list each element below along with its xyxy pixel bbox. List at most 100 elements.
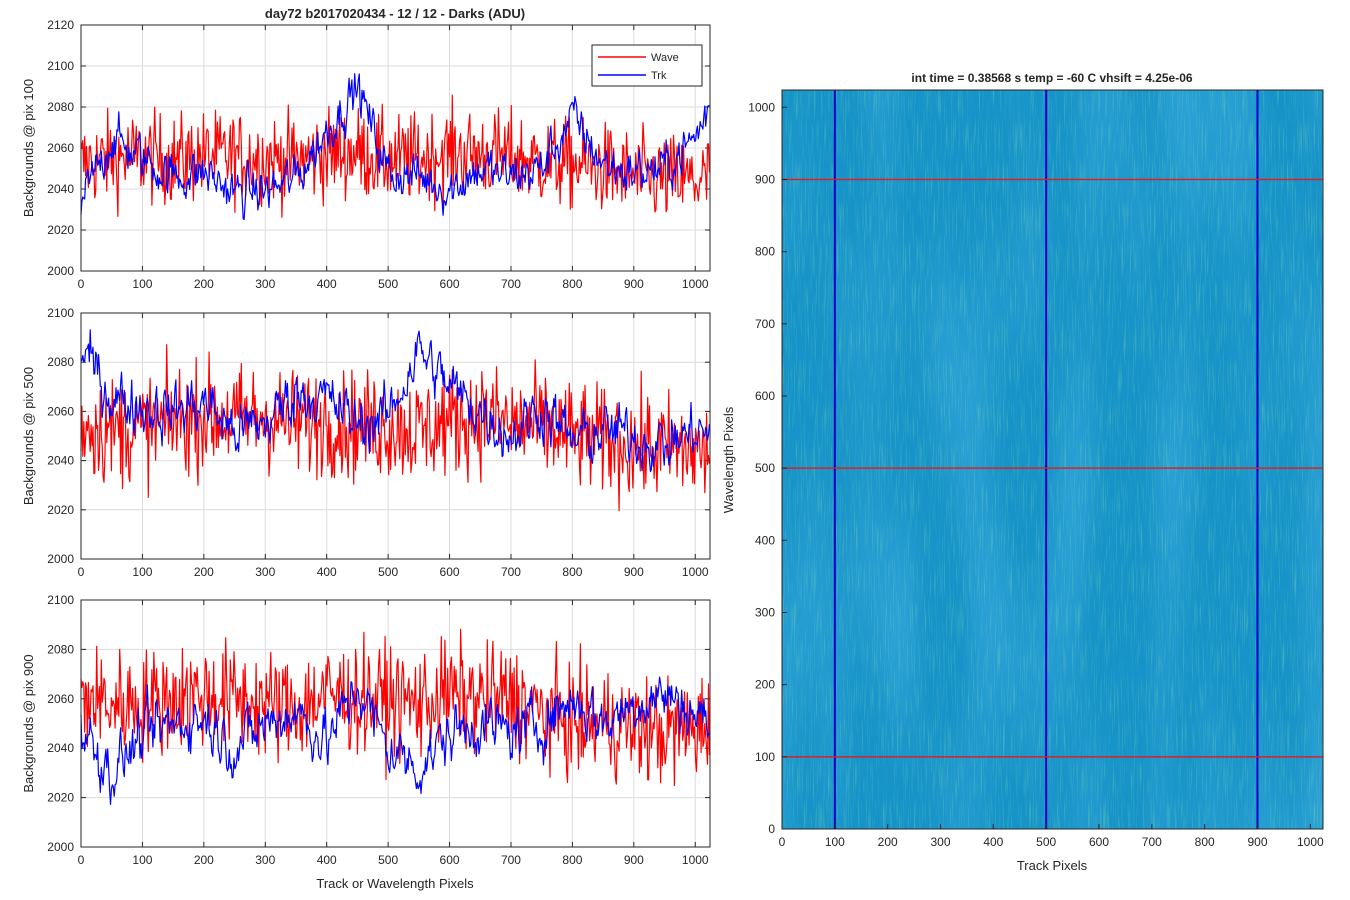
heatmap-x-tick-label: 1000 — [1297, 835, 1324, 849]
heatmap-x-tick-label: 300 — [930, 835, 950, 849]
x-tick-label: 800 — [562, 853, 582, 867]
heatmap-panel: int time = 0.38568 s temp = -60 C vhsift… — [721, 71, 1324, 873]
heatmap-x-tick-label: 700 — [1142, 835, 1162, 849]
series-trk-line — [80, 676, 710, 806]
line-panel-pix-900: 0 100 200 300 400 500 600 700 800 900 1000 2000 2020… — [21, 593, 711, 867]
x-tick-label: 1000 — [682, 277, 709, 291]
axes-box — [80, 24, 711, 272]
heatmap-x-tick-label: 200 — [878, 835, 898, 849]
y-tick-label: 2080 — [47, 355, 74, 369]
x-tick-label: 800 — [562, 565, 582, 579]
y-tick-label: 2100 — [47, 593, 74, 607]
heatmap-xlabel: Track Pixels — [1017, 858, 1088, 873]
heatmap-y-tick-label: 700 — [755, 317, 775, 331]
heatmap-x-tick-label: 800 — [1195, 835, 1215, 849]
y-axis-label: Backgrounds @ pix 100 — [21, 79, 36, 217]
legend-label-trk: Trk — [651, 70, 667, 82]
y-tick-label: 2060 — [47, 404, 74, 418]
y-tick-label: 2020 — [47, 791, 74, 805]
legend: Wave Trk — [591, 44, 703, 87]
x-tick-label: 300 — [255, 565, 275, 579]
line-xlabel: Track or Wavelength Pixels — [316, 876, 474, 891]
heatmap-y-tick-label: 100 — [755, 750, 775, 764]
y-tick-label: 2020 — [47, 223, 74, 237]
x-tick-label: 600 — [440, 853, 460, 867]
y-axis-label: Backgrounds @ pix 500 — [21, 367, 36, 505]
x-tick-label: 200 — [194, 277, 214, 291]
series-wave-line — [80, 344, 710, 512]
x-tick-label: 800 — [562, 277, 582, 291]
series-trk-line — [80, 329, 710, 473]
y-tick-label: 2000 — [47, 264, 74, 278]
series-wave-line — [80, 628, 710, 787]
x-tick-label: 500 — [378, 277, 398, 291]
x-tick-label: 500 — [378, 565, 398, 579]
heatmap-y-tick-label: 800 — [755, 245, 775, 259]
heatmap-x-tick-label: 900 — [1247, 835, 1267, 849]
x-tick-label: 900 — [624, 853, 644, 867]
x-tick-label: 0 — [78, 277, 85, 291]
y-tick-label: 2100 — [47, 59, 74, 73]
figure-title: day72 b2017020434 - 12 / 12 - Darks (ADU… — [265, 6, 525, 21]
y-tick-label: 2080 — [47, 100, 74, 114]
x-tick-label: 400 — [317, 853, 337, 867]
y-tick-label: 2100 — [47, 306, 74, 320]
heatmap-markers — [782, 90, 1323, 829]
legend-box — [591, 44, 703, 87]
heatmap-x-tick-label: 600 — [1089, 835, 1109, 849]
x-tick-label: 600 — [440, 277, 460, 291]
x-tick-label: 0 — [78, 565, 85, 579]
y-tick-label: 2020 — [47, 503, 74, 517]
heatmap-y-tick-label: 300 — [755, 605, 775, 619]
y-tick-label: 2040 — [47, 741, 74, 755]
legend-label-wave: Wave — [651, 52, 679, 64]
y-tick-label: 2120 — [47, 18, 74, 32]
series-trk-line — [80, 73, 710, 221]
x-tick-label: 0 — [78, 853, 85, 867]
x-tick-label: 1000 — [682, 853, 709, 867]
series-wave-line — [80, 94, 710, 218]
heatmap-x-tick-label: 0 — [779, 835, 786, 849]
heatmap-y-tick-label: 500 — [755, 461, 775, 475]
x-tick-label: 200 — [194, 853, 214, 867]
axes-box — [80, 312, 711, 560]
x-tick-label: 1000 — [682, 565, 709, 579]
heatmap-y-tick-label: 400 — [755, 533, 775, 547]
x-tick-label: 100 — [132, 565, 152, 579]
heatmap-y-tick-label: 900 — [755, 172, 775, 186]
y-tick-label: 2000 — [47, 552, 74, 566]
x-tick-label: 100 — [132, 853, 152, 867]
x-tick-label: 600 — [440, 565, 460, 579]
x-tick-label: 700 — [501, 853, 521, 867]
x-tick-label: 900 — [624, 565, 644, 579]
y-tick-label: 2040 — [47, 454, 74, 468]
heatmap-y-tick-label: 1000 — [748, 100, 775, 114]
heatmap-texture-fine — [782, 90, 1323, 829]
y-axis-label: Backgrounds @ pix 900 — [21, 654, 36, 792]
x-tick-label: 100 — [132, 277, 152, 291]
x-tick-label: 500 — [378, 853, 398, 867]
x-tick-label: 700 — [501, 277, 521, 291]
heatmap-y-tick-label: 600 — [755, 389, 775, 403]
heatmap-y-tick-label: 200 — [755, 678, 775, 692]
heatmap-ylabel: Wavelength Pixels — [721, 406, 736, 513]
x-tick-label: 900 — [624, 277, 644, 291]
x-tick-label: 400 — [317, 277, 337, 291]
x-tick-label: 700 — [501, 565, 521, 579]
heatmap-x-tick-label: 400 — [983, 835, 1003, 849]
heatmap-title: int time = 0.38568 s temp = -60 C vhsift… — [911, 71, 1192, 85]
y-tick-label: 2040 — [47, 182, 74, 196]
heatmap-ticks: 0 100 200 300 400 500 600 700 800 900 1000 0 100 200 3… — [748, 100, 1324, 849]
axes-box — [80, 599, 711, 848]
x-tick-label: 200 — [194, 565, 214, 579]
y-tick-label: 2060 — [47, 141, 74, 155]
x-tick-label: 300 — [255, 277, 275, 291]
heatmap-axes-box — [781, 89, 1324, 830]
x-tick-label: 300 — [255, 853, 275, 867]
x-tick-label: 400 — [317, 565, 337, 579]
y-tick-label: 2080 — [47, 642, 74, 656]
line-panel-pix-500: 0 100 200 300 400 500 600 700 800 900 1000 2000 2020… — [21, 306, 711, 579]
y-tick-label: 2000 — [47, 840, 74, 854]
heatmap-x-tick-label: 100 — [825, 835, 845, 849]
